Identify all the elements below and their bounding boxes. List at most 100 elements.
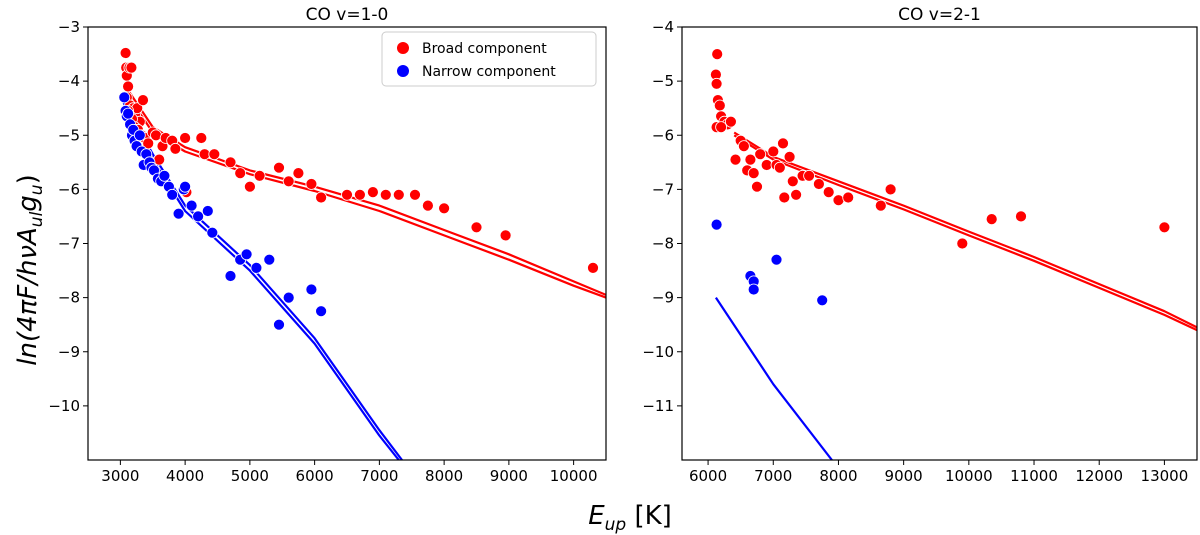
- x-tick-label: 13000: [1141, 467, 1189, 485]
- data-point-broad: [587, 261, 599, 274]
- axes-frame: [681, 26, 1198, 461]
- x-tick-label: 7000: [360, 467, 398, 485]
- legend-label-narrow: Narrow component: [422, 64, 556, 80]
- plot-area: [710, 48, 1197, 460]
- data-point-broad: [956, 237, 969, 250]
- data-point-broad: [767, 145, 780, 158]
- data-point-broad: [315, 191, 328, 204]
- data-point-narrow: [185, 199, 198, 212]
- data-point-broad: [119, 47, 132, 59]
- x-axis-label: Eup [K]: [588, 501, 672, 535]
- data-point-broad: [137, 94, 149, 106]
- data-point-broad: [729, 153, 742, 166]
- y-tick-label: −11: [642, 397, 674, 415]
- model-line-0: [124, 85, 606, 296]
- model-line-1: [733, 134, 1197, 332]
- data-point-broad: [842, 191, 855, 204]
- x-tick-label: 5000: [231, 467, 269, 485]
- data-point-broad: [832, 194, 845, 207]
- data-point-broad: [305, 178, 318, 190]
- data-point-broad: [713, 99, 726, 112]
- y-tick-label: −10: [642, 343, 674, 361]
- x-tick-label: 12000: [1075, 467, 1123, 485]
- data-point-broad: [409, 188, 421, 201]
- data-point-broad: [710, 77, 723, 90]
- data-point-narrow: [172, 207, 185, 220]
- data-point-narrow: [201, 205, 214, 217]
- x-tick-label: 8000: [819, 467, 857, 485]
- data-point-broad: [1158, 221, 1171, 234]
- data-point-broad: [760, 159, 773, 171]
- x-tick-label: 6000: [689, 467, 727, 485]
- y-tick-label: −6: [652, 126, 674, 144]
- data-point-broad: [985, 213, 998, 226]
- data-point-narrow: [710, 218, 723, 231]
- data-point-broad: [777, 137, 789, 150]
- y-tick-label: −3: [58, 18, 80, 36]
- data-point-broad: [773, 161, 786, 174]
- data-point-broad: [224, 156, 237, 169]
- data-point-broad: [499, 229, 512, 242]
- data-point-broad: [125, 61, 138, 74]
- y-tick-label: −8: [652, 235, 674, 253]
- data-point-broad: [273, 161, 285, 174]
- x-tick-label: 4000: [166, 467, 204, 485]
- y-tick-label: −8: [58, 289, 80, 307]
- data-point-broad: [353, 188, 366, 201]
- data-point-narrow: [133, 129, 146, 142]
- data-point-narrow: [250, 261, 263, 274]
- y-axis-label: ln(4πF/hνAulgu): [13, 174, 47, 366]
- x-tick-label: 11000: [1010, 467, 1058, 485]
- data-point-broad: [470, 221, 483, 234]
- model-line-2: [122, 102, 403, 460]
- data-point-broad: [786, 175, 799, 188]
- data-point-narrow: [166, 188, 179, 201]
- data-point-broad: [169, 142, 182, 155]
- model-line-0: [733, 131, 1197, 329]
- data-point-narrow: [192, 210, 205, 223]
- data-point-broad: [234, 167, 247, 180]
- chart-title: CO v=1-0: [306, 5, 389, 25]
- data-point-narrow: [179, 180, 192, 193]
- model-line-1: [124, 91, 606, 299]
- data-point-broad: [366, 186, 379, 199]
- data-point-narrow: [770, 253, 783, 266]
- plot-area: [118, 47, 606, 460]
- data-point-narrow: [305, 283, 318, 296]
- data-point-narrow: [206, 226, 219, 239]
- x-tick-label: 10000: [945, 467, 993, 485]
- model-line-2: [714, 296, 833, 460]
- y-tick-label: −9: [58, 343, 80, 361]
- data-point-broad: [747, 167, 760, 180]
- y-tick-label: −5: [652, 72, 674, 90]
- data-point-broad: [715, 121, 727, 133]
- data-point-narrow: [747, 283, 760, 296]
- data-point-broad: [392, 188, 405, 201]
- data-point-broad: [195, 132, 208, 144]
- data-point-broad: [379, 188, 392, 201]
- data-point-broad: [813, 178, 825, 190]
- data-point-narrow: [282, 291, 295, 304]
- data-point-narrow: [224, 270, 237, 282]
- y-tick-label: −7: [652, 180, 674, 198]
- legend: Broad component Narrow component: [381, 31, 597, 87]
- data-point-broad: [874, 199, 887, 212]
- data-point-broad: [243, 180, 256, 193]
- data-point-broad: [179, 132, 192, 144]
- data-point-broad: [282, 175, 295, 188]
- data-point-narrow: [122, 107, 135, 120]
- data-point-broad: [790, 188, 802, 201]
- x-tick-label: 6000: [296, 467, 334, 485]
- x-tick-label: 9000: [885, 467, 923, 485]
- legend-box: [381, 31, 597, 87]
- data-point-broad: [822, 186, 835, 199]
- data-point-broad: [1015, 210, 1027, 223]
- data-point-broad: [122, 80, 135, 93]
- x-tick-label: 3000: [101, 467, 139, 485]
- data-point-broad: [783, 150, 796, 163]
- x-tick-label: 7000: [754, 467, 792, 485]
- data-point-broad: [341, 188, 353, 201]
- data-point-broad: [725, 115, 737, 128]
- y-tick-label: −10: [48, 397, 80, 415]
